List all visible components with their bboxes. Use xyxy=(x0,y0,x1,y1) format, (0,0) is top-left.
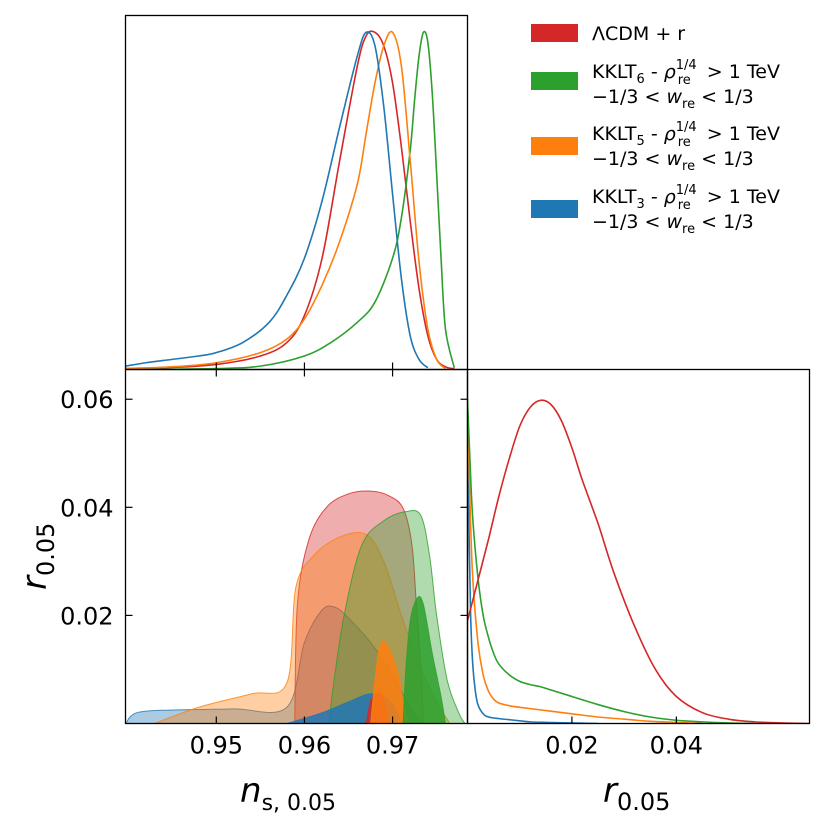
r-ytick-label: 0.04 xyxy=(60,494,113,522)
legend-label-lcdm: ΛCDM + r xyxy=(592,23,685,45)
r-marginal-line-lcdm xyxy=(467,399,810,724)
r-xtick-label: 0.04 xyxy=(650,732,703,760)
contour-kklt6-68 xyxy=(402,596,446,724)
r-marginal-line-kklt5 xyxy=(467,399,703,724)
ns-marginal-panel xyxy=(124,14,469,371)
legend: ΛCDM + r KKLT6 - ρ1/4 re > 1 TeV −1/3 < w… xyxy=(531,23,780,237)
r-marginal-line-kklt3 xyxy=(467,399,599,724)
legend-entry-kklt3: KKLT3 - ρ1/4 re > 1 TeV −1/3 < wre < 1/3 xyxy=(531,183,780,237)
ns-r-contours xyxy=(125,490,466,724)
legend-label-kklt5-w: −1/3 < wre < 1/3 xyxy=(592,148,754,174)
r-axis-label-bottom: r0.05 xyxy=(603,771,670,816)
legend-label-kklt6: KKLT6 - ρ1/4 re > 1 TeV xyxy=(592,58,780,88)
ns-marginal-line-kklt6 xyxy=(125,30,456,370)
r-marginal-frame xyxy=(466,368,811,725)
ns-r-2d-panel: 0.95 0.96 0.97 0.02 0.04 0.06 xyxy=(60,368,469,760)
ns-marginal-ticks xyxy=(215,362,394,370)
r-ytick-label: 0.06 xyxy=(60,386,113,414)
ns-marginal-line-kklt5 xyxy=(125,30,447,370)
legend-label-kklt6-w: −1/3 < wre < 1/3 xyxy=(592,86,754,112)
ns-marginal-line-lcdm xyxy=(125,30,455,370)
ns-xtick-label: 0.95 xyxy=(190,732,243,760)
legend-entry-kklt5: KKLT5 - ρ1/4 re > 1 TeV −1/3 < wre < 1/3 xyxy=(531,120,780,174)
ns-xtick-label: 0.96 xyxy=(278,732,331,760)
ns-xtick-label: 0.97 xyxy=(366,732,419,760)
ns-marginal-line-kklt3 xyxy=(125,31,429,369)
r-marginal-curves xyxy=(467,399,810,724)
legend-label-kklt3-w: −1/3 < wre < 1/3 xyxy=(592,211,754,237)
ns-marginal-curves xyxy=(125,30,456,370)
r-marginal-panel: 0.02 0.04 xyxy=(466,368,811,760)
r-ytick-label: 0.02 xyxy=(60,602,113,630)
legend-entry-kklt6: KKLT6 - ρ1/4 re > 1 TeV −1/3 < wre < 1/3 xyxy=(531,58,780,112)
r-marginal-ticks: 0.02 0.04 xyxy=(545,716,703,760)
contour-kklt5-68 xyxy=(370,640,409,724)
legend-swatch-kklt5 xyxy=(531,137,578,155)
r-marginal-line-kklt6 xyxy=(467,399,755,724)
r-xtick-label: 0.02 xyxy=(545,732,598,760)
ns-marginal-frame xyxy=(124,14,469,371)
legend-swatch-lcdm xyxy=(531,24,578,42)
ns-axis-label: ns, 0.05 xyxy=(240,771,336,816)
legend-label-kklt3: KKLT3 - ρ1/4 re > 1 TeV xyxy=(592,183,780,213)
r-axis-label-left: r0.05 xyxy=(15,523,60,590)
legend-swatch-kklt6 xyxy=(531,72,578,90)
legend-label-kklt5: KKLT5 - ρ1/4 re > 1 TeV xyxy=(592,120,780,150)
ns-r-ticks: 0.95 0.96 0.97 0.02 0.04 0.06 xyxy=(60,369,468,760)
legend-entry-lcdm: ΛCDM + r xyxy=(531,23,685,45)
legend-swatch-kklt3 xyxy=(531,200,578,218)
